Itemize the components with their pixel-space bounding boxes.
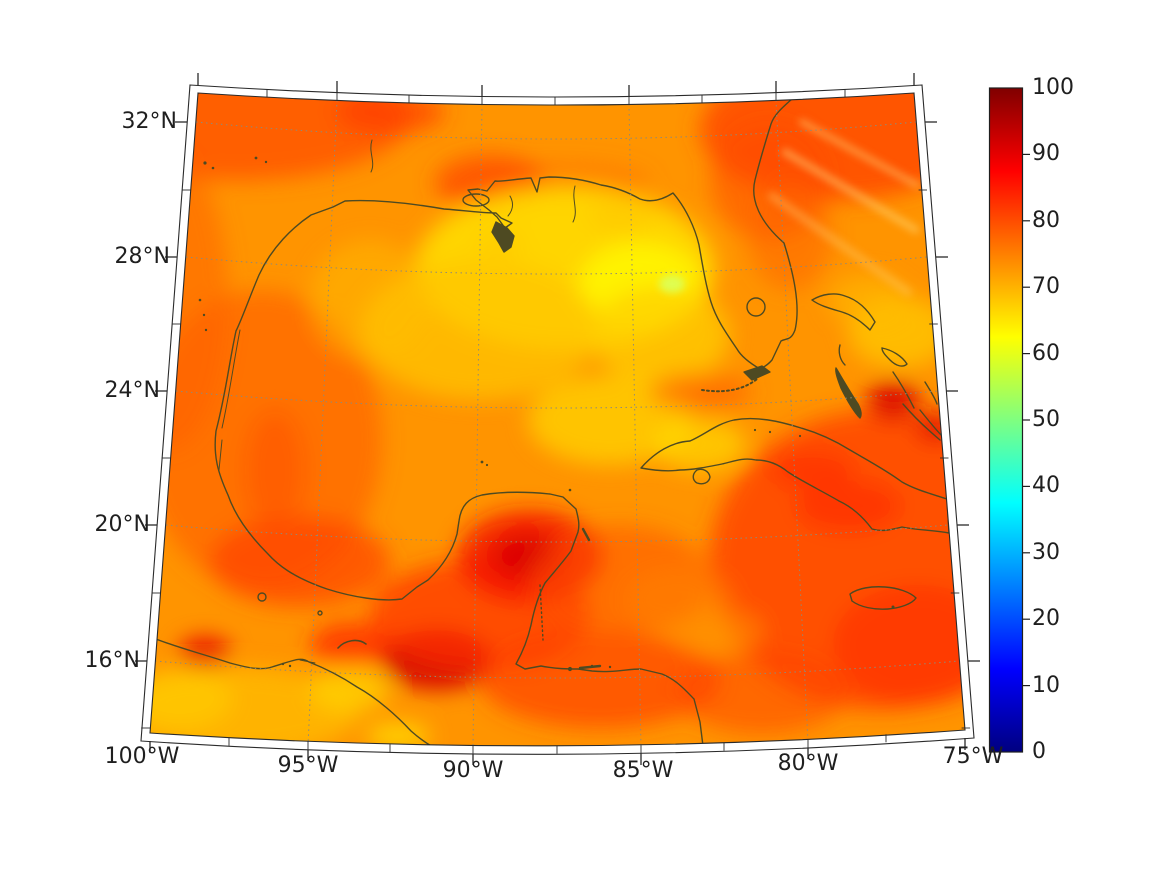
coastline-jamaica (849, 586, 917, 610)
texas-barrier (221, 329, 241, 429)
lon-tick-label-75w: 75°W (942, 744, 1004, 769)
cozumel-island (581, 527, 591, 542)
mississippi-delta (491, 221, 515, 253)
lon-tick-label-80w: 80°W (777, 751, 839, 776)
colorbar-label-100: 100 (1032, 75, 1074, 100)
lon-tick-label-85w: 85°W (612, 758, 674, 783)
river-louisiana (370, 139, 374, 173)
map-border (135, 73, 980, 765)
coastline-cuba (640, 417, 950, 534)
axis-ticks (135, 73, 980, 765)
florida-keys (701, 378, 758, 393)
lat-tick-label-16n: 16°N (84, 648, 140, 673)
atlantic-streaks (659, 119, 920, 296)
crescent-lagoon (337, 639, 367, 649)
tehuantepec-lagoon (299, 659, 316, 664)
colorbar-ticks (1022, 153, 1030, 687)
graticule (154, 99, 960, 746)
colorbar-label-70: 70 (1032, 274, 1060, 299)
lon-tick-label-95w: 95°W (277, 753, 339, 778)
coastlines (150, 93, 950, 746)
lon-tick-label-90w: 90°W (442, 758, 504, 783)
map-border-inner (149, 92, 966, 747)
coastline-gulf (214, 176, 761, 746)
colorbar-label-0: 0 (1032, 739, 1046, 764)
belize-cays (539, 584, 544, 641)
lake-pontchartrain (462, 193, 490, 207)
lake-okeechobee (746, 297, 766, 317)
colorbar-label-50: 50 (1032, 407, 1060, 432)
river-mobile (572, 185, 576, 223)
map-border-outer (140, 84, 975, 755)
colorbar-label-10: 10 (1032, 673, 1060, 698)
colorbar-label-20: 20 (1032, 606, 1060, 631)
coastline-isla-juventud (692, 468, 711, 485)
scattered-islets (198, 156, 895, 669)
colorbar-label-40: 40 (1032, 473, 1060, 498)
coastline-bahamas (811, 293, 876, 331)
colorbar-label-60: 60 (1032, 341, 1060, 366)
lon-tick-label-100w: 100°W (104, 744, 180, 769)
colorbar (988, 87, 1030, 753)
lat-tick-label-24n: 24°N (104, 378, 160, 403)
lat-tick-label-28n: 28°N (114, 244, 170, 269)
lat-tick-label-20n: 20°N (94, 512, 150, 537)
colorbar-gradient (988, 87, 1024, 753)
coastline-us-atlantic (752, 93, 803, 372)
colorbar-label-80: 80 (1032, 208, 1060, 233)
map-plot-area (150, 93, 965, 746)
lat-tick-label-32n: 32°N (121, 109, 177, 134)
chandeleur-arc (507, 195, 513, 217)
roatan-island (578, 664, 602, 670)
colorbar-label-90: 90 (1032, 141, 1060, 166)
colorbar-label-30: 30 (1032, 540, 1060, 565)
